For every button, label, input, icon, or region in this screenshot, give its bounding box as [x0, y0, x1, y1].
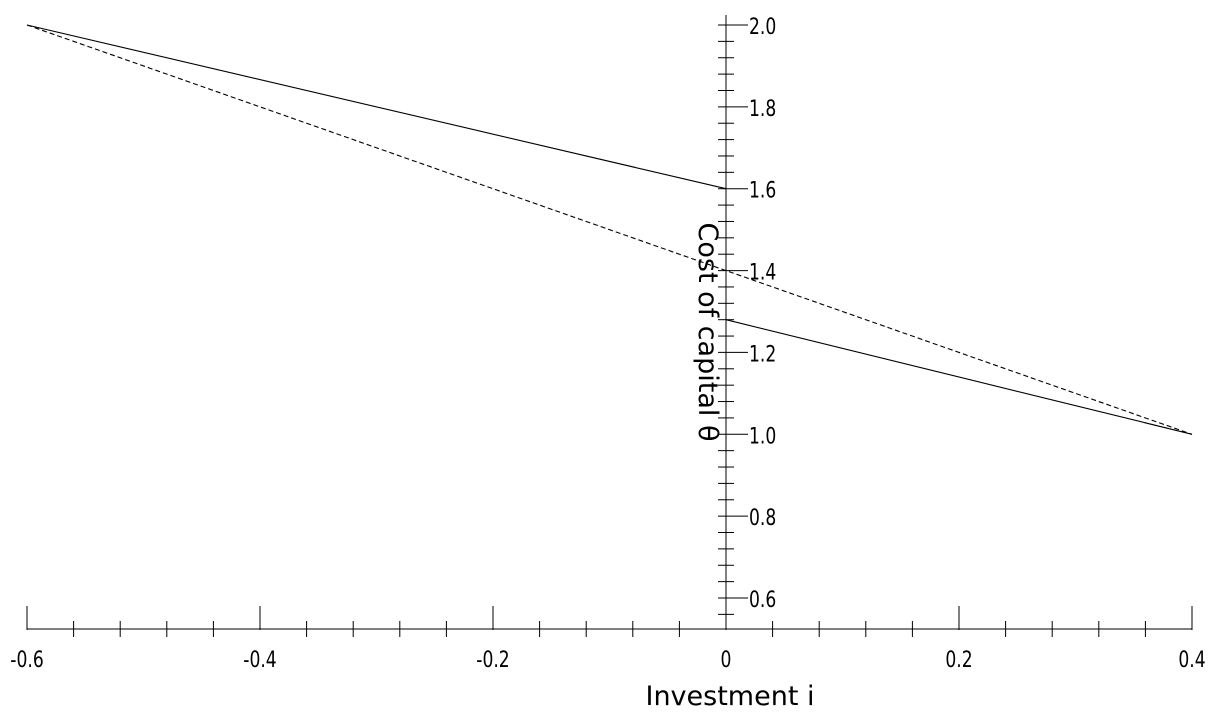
x-tick-label: -0.6: [10, 647, 43, 673]
x-tick-label: -0.2: [476, 647, 509, 673]
y-tick-label: 2.0: [749, 14, 776, 40]
x-tick-label: 0: [721, 647, 732, 673]
y-tick-label: 0.6: [749, 587, 776, 613]
x-axis-title: Investment i: [645, 681, 814, 712]
y-tick-label: 1.4: [749, 259, 776, 285]
solid-line-segment-1: [26, 24, 727, 190]
dashed-line-segment-1: [26, 24, 1193, 435]
solid-line-segment-2: [725, 319, 1193, 435]
x-tick-label: 0.2: [945, 647, 972, 673]
axes: -0.6 -0.4 -0.2 0 0.2 0.4 0.6 0.8 1.0 1.2 1.4 1.6 1.8…: [10, 14, 1205, 673]
y-tick-label: 1.0: [749, 423, 776, 449]
y-tick-label: 1.2: [749, 341, 776, 367]
y-axis-title: Cost of capital θ: [692, 223, 723, 442]
y-tick-label: 1.8: [749, 96, 776, 122]
y-tick-label: 1.6: [749, 178, 776, 204]
y-tick-label: 0.8: [749, 505, 776, 531]
x-tick-label: -0.4: [243, 647, 276, 673]
series-layer: [26, 24, 1193, 435]
x-tick-label: 0.4: [1178, 647, 1205, 673]
